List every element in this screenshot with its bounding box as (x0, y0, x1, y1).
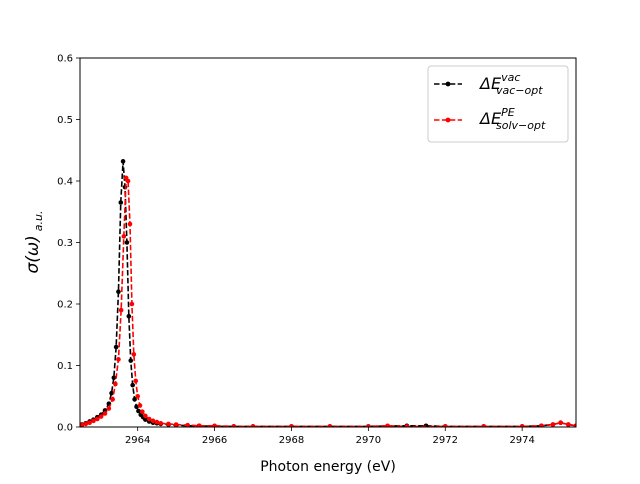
y-axis-label: σ(ω) a.u. (23, 211, 45, 274)
x-tick-label-2: 2968 (279, 435, 304, 446)
y-axis-ticks: 0.0 0.1 0.2 0.3 0.4 0.5 0.6 (57, 54, 80, 434)
point-solv-15 (127, 221, 133, 227)
point-solv-18 (133, 378, 139, 384)
x-tick-label-0: 2964 (125, 435, 150, 446)
legend-label-vac: ΔEvac vac−opt (478, 71, 543, 97)
point-vac-10 (113, 344, 119, 350)
y-tick-label-0: 0.0 (57, 423, 73, 434)
legend-solv-sub: solv−opt (496, 119, 546, 132)
y-tick-label-2: 0.2 (57, 300, 73, 311)
y-tick-label-4: 0.4 (57, 177, 73, 188)
series-solv (80, 175, 576, 427)
point-solv-1 (83, 421, 89, 427)
y-tick-label-1: 0.1 (57, 361, 73, 372)
point-vac-21 (136, 408, 141, 414)
point-solv-12 (121, 234, 127, 239)
y-axis-label-main: σ(ω) (23, 235, 43, 273)
legend-marker-solv (445, 117, 451, 123)
point-solv-37 (385, 423, 390, 427)
point-vac-24 (143, 417, 148, 422)
point-vac-17 (128, 358, 134, 363)
point-solv-36 (366, 424, 371, 427)
point-solv-43 (550, 422, 556, 427)
point-solv-10 (116, 357, 121, 362)
point-solv-46 (573, 423, 576, 427)
point-solv-3 (91, 418, 96, 424)
legend-box (427, 65, 569, 143)
point-solv-31 (212, 423, 217, 427)
point-solv-8 (110, 397, 115, 402)
point-vac-13 (120, 159, 126, 164)
point-solv-44 (558, 420, 563, 425)
point-solv-5 (98, 414, 104, 419)
point-solv-34 (289, 424, 294, 427)
point-solv-21 (139, 409, 145, 414)
point-solv-32 (231, 424, 237, 427)
point-vac-16 (126, 314, 132, 319)
point-solv-24 (150, 418, 156, 424)
point-solv-28 (173, 422, 179, 427)
point-solv-23 (146, 416, 152, 422)
x-tick-label-3: 2970 (356, 435, 381, 446)
x-axis-ticks: 2964 2966 2968 2970 2972 2974 (125, 427, 535, 446)
y-axis-label-subscript: a.u. (32, 211, 45, 232)
point-solv-39 (442, 424, 448, 427)
point-vac-9 (111, 375, 117, 381)
plot-area (79, 57, 577, 428)
point-solv-35 (327, 424, 333, 427)
point-solv-16 (129, 301, 135, 307)
legend-marker-vac (445, 81, 451, 87)
x-tick-label-5: 2974 (509, 435, 534, 446)
y-tick-label-3: 0.3 (57, 238, 73, 249)
point-solv-22 (143, 413, 148, 419)
point-solv-45 (566, 422, 571, 427)
legend-vac-sup: vac (501, 71, 520, 84)
point-vac-8 (109, 390, 114, 396)
point-solv-17 (131, 352, 137, 357)
point-vac-18 (130, 382, 135, 388)
point-vac-11 (116, 289, 121, 295)
point-solv-26 (158, 421, 164, 426)
point-vac-15 (124, 240, 130, 245)
point-solv-30 (196, 423, 202, 427)
y-tick-label-6: 0.6 (57, 54, 73, 65)
legend-label-solv: ΔEPE solv−opt (478, 106, 546, 132)
point-solv-19 (135, 393, 140, 399)
y-tick-label-5: 0.5 (57, 115, 73, 126)
legend-vac-sub: vac−opt (496, 84, 543, 97)
legend: ΔEvac vac−opt ΔEPE solv−opt (427, 65, 569, 143)
point-vac-20 (134, 404, 139, 410)
point-solv-2 (87, 420, 92, 425)
point-solv-7 (106, 406, 112, 411)
legend-vac-base: ΔE (478, 74, 502, 93)
point-solv-9 (113, 381, 118, 387)
legend-solv-sup: PE (501, 106, 515, 119)
point-solv-33 (250, 424, 256, 427)
point-solv-11 (118, 307, 124, 313)
point-solv-27 (166, 421, 171, 427)
x-tick-label-1: 2966 (202, 435, 227, 446)
x-axis-label: Photon energy (eV) (260, 459, 396, 475)
point-solv-14 (125, 178, 131, 184)
point-solv-42 (539, 423, 544, 427)
legend-solv-base: ΔE (478, 109, 502, 128)
x-tick-label-4: 2972 (433, 435, 458, 446)
point-solv-4 (95, 416, 100, 422)
point-solv-29 (185, 422, 190, 427)
series-layer (80, 159, 576, 427)
point-solv-6 (102, 411, 108, 416)
point-solv-0 (80, 422, 85, 427)
point-solv-20 (137, 403, 143, 408)
point-vac-12 (118, 200, 124, 205)
point-solv-38 (404, 424, 410, 427)
point-solv-40 (481, 424, 487, 427)
point-vac-19 (132, 397, 137, 402)
point-solv-25 (154, 419, 160, 425)
point-solv-41 (519, 424, 525, 427)
